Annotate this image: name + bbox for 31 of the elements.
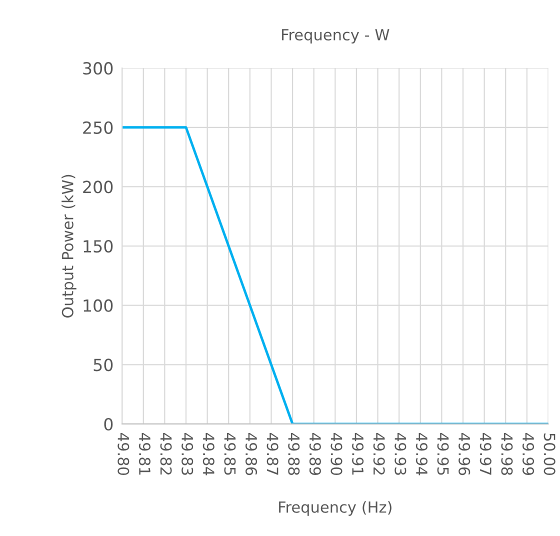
x-tick-label: 49.99 [522,433,534,475]
x-tick-label: 49.91 [352,433,364,475]
chart-title: Frequency - W [282,29,390,44]
y-tick-label: 300 [83,62,113,75]
x-tick-label: 49.81 [138,433,151,475]
x-tick-label: 49.88 [288,433,300,475]
x-tick-label: 49.98 [501,433,513,475]
x-axis-title: Frequency (Hz) [279,501,392,516]
x-tick-label: 49.86 [245,433,258,476]
y-tick-label: 0 [104,418,113,431]
y-tick-label: 100 [84,299,113,312]
y-axis-title: Output Power (kW) [62,174,76,318]
x-tick-label: 49.82 [160,433,172,475]
x-tick-label: 49.95 [437,433,449,475]
y-tick-label: 50 [94,358,113,372]
x-tick-label: 49.83 [182,433,194,475]
y-tick-label: 250 [83,121,113,134]
x-tick-label: 49.93 [394,433,406,475]
x-tick-label: 50.00 [544,433,556,476]
x-tick-label: 49.84 [202,433,214,476]
x-tick-label: 49.92 [373,433,385,475]
x-tick-label: 49.94 [416,433,428,476]
x-tick-label: 49.96 [458,433,470,476]
y-tick-label: 200 [83,180,113,194]
x-tick-label: 49.87 [266,433,278,475]
y-tick-label: 150 [84,240,113,253]
x-tick-label: 49.85 [224,433,236,475]
x-tick-label: 49.90 [330,433,342,476]
x-tick-label: 49.80 [118,433,130,476]
x-tick-label: 49.97 [480,433,492,475]
x-tick-label: 49.89 [309,433,321,475]
